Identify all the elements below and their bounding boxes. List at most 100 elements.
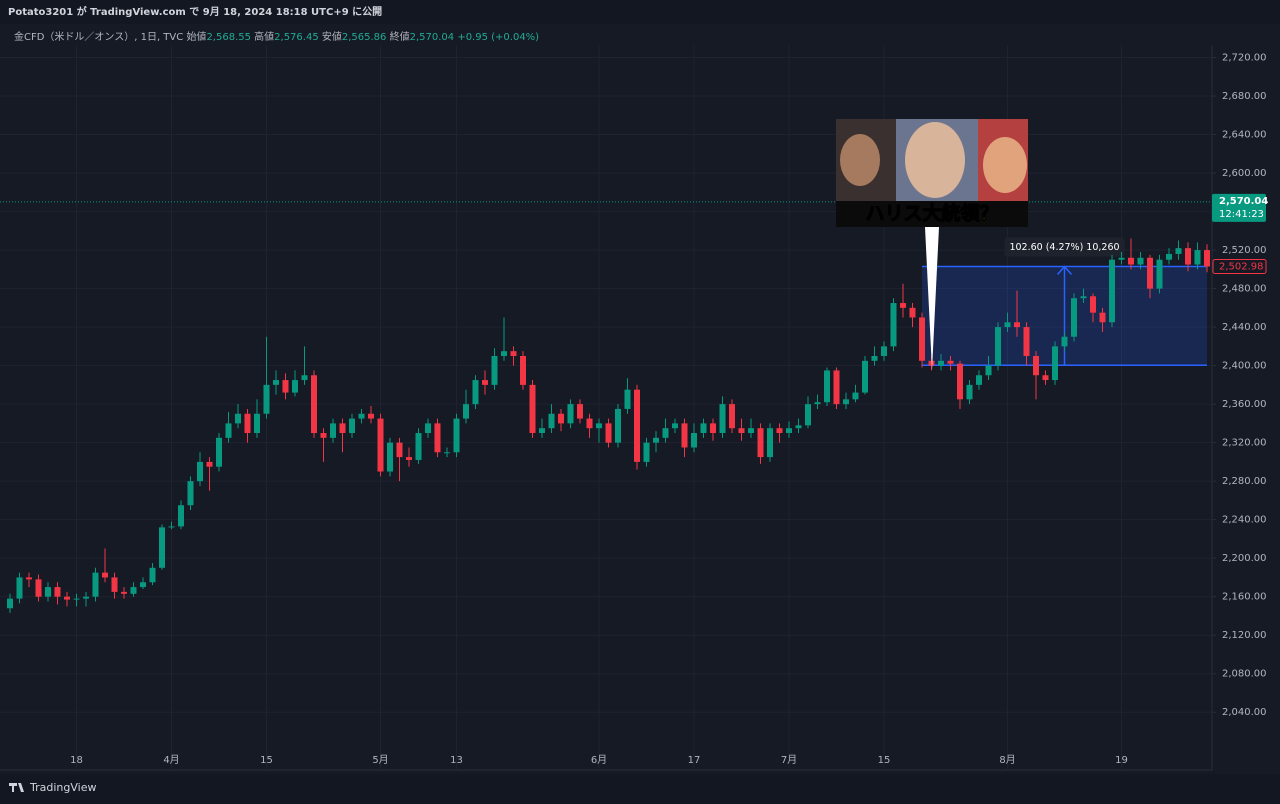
candle-body [406,457,412,460]
candle-body [482,380,488,385]
candle-body [567,404,574,424]
candle-body [396,442,403,458]
candle-body [1137,257,1144,265]
candle-body [938,360,944,366]
candle-body [624,389,631,409]
candle-body [558,413,564,424]
candle-body [1118,257,1125,260]
candle-body [311,375,317,434]
candle-body [615,408,621,443]
candle-body [662,428,669,438]
candle-body [54,587,61,597]
candle-body [7,598,13,609]
x-tick-label: 5月 [372,754,388,766]
candle-body [710,423,716,434]
candle-body [187,481,194,506]
candle-body [35,579,42,597]
candle-body [501,351,507,356]
face [905,122,965,198]
y-tick-label: 2,280.00 [1222,476,1267,487]
ohlc-value: 2,565.86 [342,32,387,43]
header: Potato3201 が TradingView.com で 9月 18, 20… [8,5,382,18]
ohlc-label: 安値 [322,30,342,43]
symbol-title: 金CFD（米ドル／オンス）, 1日, TVC [14,30,183,43]
y-tick-label: 2,080.00 [1222,669,1267,680]
annotation: ハリス大統領？ [865,202,998,225]
header-bar [0,0,1280,24]
ohlc-label: 始値 [186,30,206,43]
candle-body [510,351,517,356]
candle-body [330,423,336,438]
candle-body [586,418,593,429]
candle-body [16,577,23,599]
measure-label-bg [1004,237,1125,257]
candle-body [111,577,118,592]
candle-body [871,355,878,361]
candle-body [168,526,175,528]
candle-body [368,413,374,419]
candle-body [957,363,963,400]
candle-body [358,413,365,419]
candle-body [1090,296,1096,313]
y-tick-label: 2,440.00 [1222,322,1267,333]
candle-body [159,527,165,568]
candle-body [1061,336,1068,347]
x-tick-label: 13 [450,755,463,766]
candle-body [1175,248,1182,254]
candle-body [643,442,650,462]
candle-body [216,437,222,467]
candle-body [178,505,184,527]
candle-body [149,567,156,583]
candle-body [985,365,992,376]
candle-body [463,404,469,419]
candle-body [653,437,659,443]
candle-body [472,380,479,405]
candle-body [767,428,773,458]
candle-body [415,433,422,460]
candle-body [738,428,745,434]
candle-body [73,598,80,600]
candle-body [263,384,270,414]
candle-body [539,428,545,434]
y-tick-label: 2,040.00 [1222,707,1267,718]
candle-body [928,360,935,366]
x-tick-label: 18 [70,755,83,766]
candle-body [92,572,99,597]
candle-body [947,360,954,364]
candle-body [1109,259,1115,323]
candle-body [1147,257,1153,289]
candle-body [206,461,213,467]
candle-body [1071,298,1077,337]
candle-body [520,355,526,385]
candle-body [681,423,688,448]
candle-body [719,404,726,434]
candle-body [786,428,792,434]
candle-body [748,428,754,434]
candle-body [881,346,887,356]
x-tick-label: 4月 [163,754,179,766]
y-tick-label: 2,120.00 [1222,630,1267,641]
candle-body [320,433,327,438]
candle-body [292,380,298,393]
countdown: 12:41:23 [1219,209,1264,220]
y-tick-label: 2,720.00 [1222,53,1267,64]
candle-body [377,418,384,472]
candle-body [596,423,602,429]
candle-body [1185,248,1191,265]
candle-body [862,360,868,393]
candle-body [634,389,640,462]
y-tick-label: 2,160.00 [1222,592,1267,603]
y-tick-label: 2,320.00 [1222,438,1267,449]
ohlc-label: 終値 [390,30,410,43]
candle-body [995,327,1001,366]
x-tick-label: 19 [1115,755,1128,766]
candle-body [1166,253,1172,260]
x-tick-label: 15 [878,755,891,766]
candle-body [577,404,583,419]
candle-body [776,428,783,434]
y-tick-label: 2,520.00 [1222,245,1267,256]
last-price-box [1212,193,1266,222]
candle-body [121,591,127,594]
candle-body [140,582,146,588]
